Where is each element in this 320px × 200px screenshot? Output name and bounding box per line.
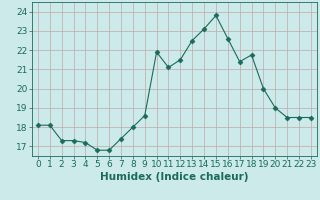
X-axis label: Humidex (Indice chaleur): Humidex (Indice chaleur) xyxy=(100,172,249,182)
